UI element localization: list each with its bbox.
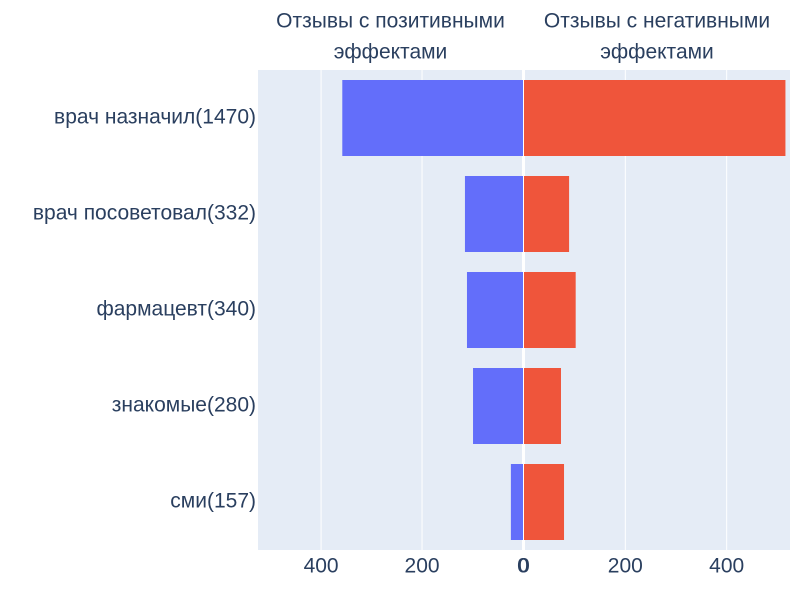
x-tick-label: 400 [304,555,339,578]
bar [524,80,786,156]
bar [464,176,523,252]
subplot-title: эффектами [334,41,448,64]
bar [524,368,561,444]
bar [524,176,570,252]
x-tick-label: 200 [608,555,643,578]
x-tick-label: 400 [709,555,744,578]
x-tick-label: 0 [518,555,530,578]
subplot-title: эффектами [600,41,714,64]
y-tick-label: знакомые(280) [112,394,256,417]
y-tick-label: врач посоветовал(332) [33,202,256,225]
subplot-title: Отзывы с негативными [544,10,770,33]
x-tick-label: 200 [405,555,440,578]
bar [473,368,523,444]
subplot-title: Отзывы с позитивными [276,10,505,33]
y-tick-label: сми(157) [170,490,256,513]
bar [510,464,523,540]
bar [466,272,523,348]
x-tick-label: 0 [517,555,529,578]
bar [524,272,576,348]
bar [524,464,565,540]
y-tick-label: фармацевт(340) [96,298,256,321]
bar [342,80,523,156]
y-tick-label: врач назначил(1470) [54,106,256,129]
